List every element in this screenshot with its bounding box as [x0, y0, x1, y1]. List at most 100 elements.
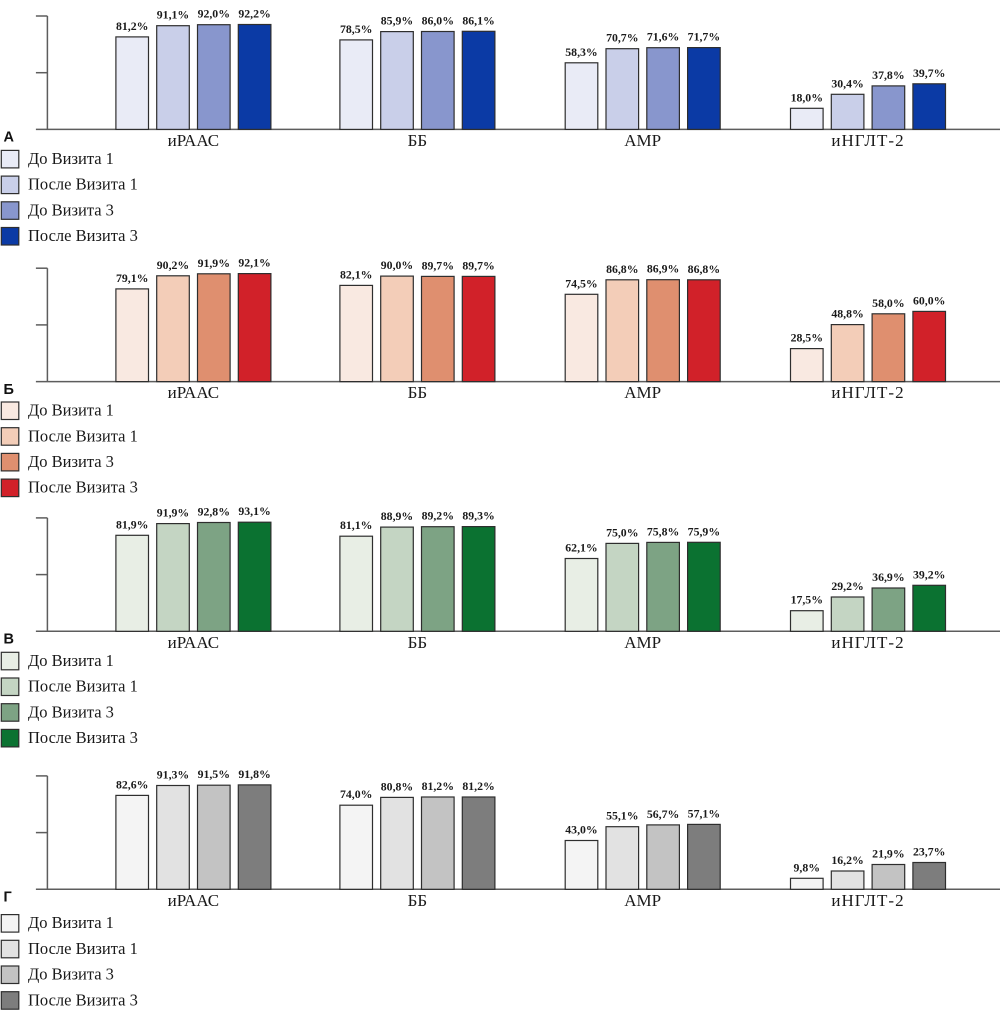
svg-text:До Визита 1: До Визита 1 — [28, 651, 114, 670]
svg-text:88,9%: 88,9% — [381, 509, 413, 523]
svg-text:82,1%: 82,1% — [340, 267, 372, 281]
svg-text:92,2%: 92,2% — [238, 7, 270, 21]
svg-text:81,2%: 81,2% — [422, 779, 454, 793]
svg-text:Г: Г — [4, 890, 12, 906]
svg-text:18,0%: 18,0% — [791, 90, 823, 104]
svg-text:До Визита 3: До Визита 3 — [28, 702, 114, 721]
svg-text:16,2%: 16,2% — [831, 853, 863, 867]
svg-text:АМР: АМР — [624, 383, 661, 402]
svg-text:75,0%: 75,0% — [606, 525, 638, 539]
svg-text:86,1%: 86,1% — [462, 13, 494, 27]
svg-text:АМР: АМР — [624, 131, 661, 150]
svg-text:иНГЛТ-2: иНГЛТ-2 — [831, 131, 904, 150]
svg-text:89,7%: 89,7% — [422, 258, 454, 272]
svg-text:До Визита 3: До Визита 3 — [28, 452, 114, 471]
svg-text:85,9%: 85,9% — [381, 14, 413, 28]
svg-text:До Визита 3: До Визита 3 — [28, 200, 114, 219]
svg-text:57,1%: 57,1% — [688, 806, 720, 820]
svg-text:иНГЛТ-2: иНГЛТ-2 — [831, 633, 904, 652]
svg-text:93,1%: 93,1% — [238, 504, 270, 518]
svg-text:До Визита 1: До Визита 1 — [28, 149, 114, 168]
svg-text:48,8%: 48,8% — [831, 307, 863, 321]
svg-text:Б: Б — [4, 382, 14, 398]
svg-text:81,1%: 81,1% — [340, 518, 372, 532]
svg-text:После Визита 3: После Визита 3 — [28, 990, 138, 1009]
svg-text:58,3%: 58,3% — [565, 45, 597, 59]
svg-text:60,0%: 60,0% — [913, 293, 945, 307]
svg-text:иРААС: иРААС — [168, 633, 219, 652]
svg-text:56,7%: 56,7% — [647, 807, 679, 821]
svg-text:После Визита 1: После Визита 1 — [28, 939, 138, 958]
svg-text:17,5%: 17,5% — [791, 593, 823, 607]
svg-text:В: В — [4, 632, 14, 648]
svg-text:После Визита 3: После Визита 3 — [28, 226, 138, 245]
svg-text:92,1%: 92,1% — [238, 256, 270, 270]
svg-text:89,2%: 89,2% — [422, 509, 454, 523]
svg-text:91,3%: 91,3% — [157, 768, 189, 782]
svg-text:ББ: ББ — [408, 891, 428, 910]
svg-text:А: А — [4, 130, 15, 146]
svg-text:ББ: ББ — [408, 633, 428, 652]
svg-text:71,6%: 71,6% — [647, 30, 679, 44]
svg-text:82,6%: 82,6% — [116, 777, 148, 791]
svg-text:92,8%: 92,8% — [198, 505, 230, 519]
svg-text:70,7%: 70,7% — [606, 31, 638, 45]
svg-text:58,0%: 58,0% — [872, 296, 904, 310]
svg-text:91,9%: 91,9% — [157, 506, 189, 520]
svg-text:После Визита 1: После Визита 1 — [28, 175, 138, 194]
svg-text:До Визита 1: До Визита 1 — [28, 913, 114, 932]
svg-text:91,5%: 91,5% — [198, 767, 230, 781]
svg-text:91,8%: 91,8% — [238, 767, 270, 781]
svg-text:29,2%: 29,2% — [831, 579, 863, 593]
svg-text:АМР: АМР — [624, 633, 661, 652]
svg-text:89,7%: 89,7% — [462, 258, 494, 272]
svg-text:37,8%: 37,8% — [872, 68, 904, 82]
svg-text:43,0%: 43,0% — [565, 823, 597, 837]
svg-text:До Визита 1: До Визита 1 — [28, 401, 114, 420]
svg-text:92,0%: 92,0% — [198, 7, 230, 21]
svg-text:иНГЛТ-2: иНГЛТ-2 — [831, 383, 904, 402]
svg-text:55,1%: 55,1% — [606, 809, 638, 823]
svg-text:81,2%: 81,2% — [462, 779, 494, 793]
svg-text:86,0%: 86,0% — [422, 14, 454, 28]
svg-text:89,3%: 89,3% — [462, 509, 494, 523]
svg-text:28,5%: 28,5% — [791, 331, 823, 345]
svg-text:36,9%: 36,9% — [872, 570, 904, 584]
svg-text:62,1%: 62,1% — [565, 541, 597, 555]
svg-text:74,5%: 74,5% — [565, 276, 597, 290]
svg-text:86,8%: 86,8% — [688, 262, 720, 276]
svg-text:После Визита 1: После Визита 1 — [28, 677, 138, 696]
svg-text:После Визита 3: После Визита 3 — [28, 728, 138, 747]
svg-text:30,4%: 30,4% — [831, 76, 863, 90]
svg-text:иНГЛТ-2: иНГЛТ-2 — [831, 891, 904, 910]
svg-text:До Визита 3: До Визита 3 — [28, 965, 114, 984]
svg-text:После Визита 1: После Визита 1 — [28, 426, 138, 445]
svg-text:39,2%: 39,2% — [913, 567, 945, 581]
svg-text:81,9%: 81,9% — [116, 517, 148, 531]
svg-text:86,8%: 86,8% — [606, 262, 638, 276]
svg-text:9,8%: 9,8% — [794, 860, 821, 874]
svg-text:80,8%: 80,8% — [381, 779, 413, 793]
svg-text:ББ: ББ — [408, 131, 428, 150]
svg-text:86,9%: 86,9% — [647, 262, 679, 276]
svg-text:74,0%: 74,0% — [340, 787, 372, 801]
svg-text:91,1%: 91,1% — [157, 8, 189, 22]
svg-text:71,7%: 71,7% — [688, 30, 720, 44]
svg-text:иРААС: иРААС — [168, 131, 219, 150]
svg-text:21,9%: 21,9% — [872, 847, 904, 861]
svg-text:иРААС: иРААС — [168, 891, 219, 910]
svg-text:90,2%: 90,2% — [157, 258, 189, 272]
svg-text:АМР: АМР — [624, 891, 661, 910]
svg-text:75,8%: 75,8% — [647, 524, 679, 538]
svg-text:75,9%: 75,9% — [688, 524, 720, 538]
svg-text:39,7%: 39,7% — [913, 66, 945, 80]
svg-text:78,5%: 78,5% — [340, 22, 372, 36]
svg-text:91,9%: 91,9% — [198, 256, 230, 270]
svg-text:После Визита 3: После Визита 3 — [28, 478, 138, 497]
svg-text:иРААС: иРААС — [168, 383, 219, 402]
svg-text:79,1%: 79,1% — [116, 271, 148, 285]
svg-text:81,2%: 81,2% — [116, 19, 148, 33]
svg-text:90,0%: 90,0% — [381, 258, 413, 272]
svg-text:ББ: ББ — [408, 383, 428, 402]
svg-text:23,7%: 23,7% — [913, 845, 945, 859]
